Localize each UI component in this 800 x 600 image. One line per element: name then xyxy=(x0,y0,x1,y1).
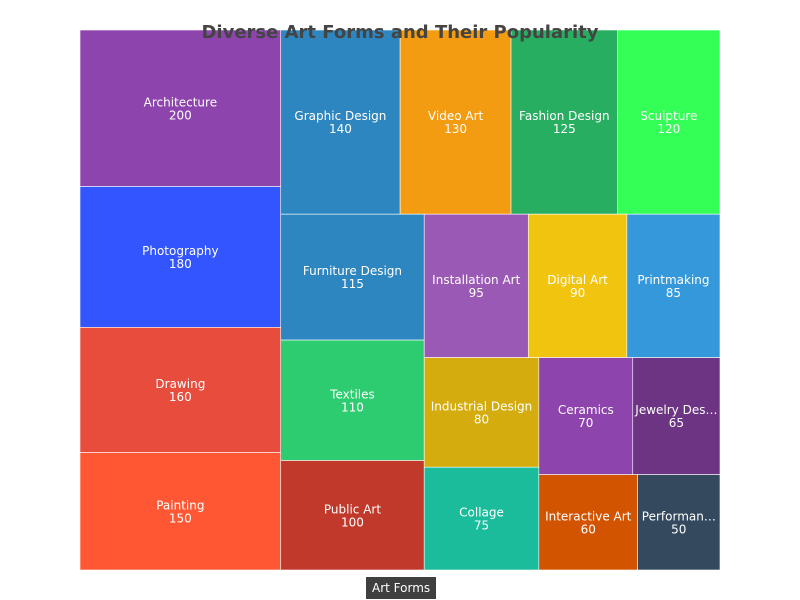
treemap-cell-jewelry-design[interactable]: Jewelry Des…65 xyxy=(632,357,721,475)
treemap-value: 115 xyxy=(341,277,364,291)
treemap-label: Photography xyxy=(142,244,218,258)
treemap-value: 120 xyxy=(657,122,680,136)
treemap-rect[interactable] xyxy=(632,357,721,475)
treemap-cells: Architecture200Photography180Drawing160P… xyxy=(79,29,721,571)
treemap-value: 75 xyxy=(474,519,489,533)
treemap-rect[interactable] xyxy=(280,29,401,215)
treemap-rect[interactable] xyxy=(423,357,540,468)
treemap-label: Architecture xyxy=(144,95,217,109)
treemap-value: 70 xyxy=(578,416,593,430)
treemap-rect[interactable] xyxy=(637,474,721,571)
treemap-label: Printmaking xyxy=(637,273,709,287)
treemap-value: 150 xyxy=(169,511,192,525)
treemap-rect[interactable] xyxy=(399,29,512,215)
chart-title: Diverse Art Forms and Their Popularity xyxy=(201,22,598,43)
treemap-rect[interactable] xyxy=(510,29,618,215)
treemap-label: Graphic Design xyxy=(294,109,386,123)
treemap-value: 100 xyxy=(341,515,364,529)
treemap-rect[interactable] xyxy=(79,186,282,328)
treemap-label: Video Art xyxy=(428,109,484,123)
treemap-label: Fashion Design xyxy=(519,109,610,123)
treemap-label: Ceramics xyxy=(558,403,614,417)
treemap-rect[interactable] xyxy=(79,29,282,187)
treemap-value: 95 xyxy=(469,286,484,300)
treemap-label: Public Art xyxy=(324,502,381,516)
treemap-label: Drawing xyxy=(155,377,205,391)
treemap-rect[interactable] xyxy=(423,213,529,358)
treemap-rect[interactable] xyxy=(617,29,721,215)
treemap-value: 50 xyxy=(671,522,686,536)
treemap-label: Painting xyxy=(156,498,204,512)
treemap-value: 85 xyxy=(666,286,681,300)
treemap-label: Digital Art xyxy=(547,273,608,287)
treemap-label: Jewelry Des… xyxy=(634,403,717,417)
treemap-value: 90 xyxy=(570,286,585,300)
treemap-label: Industrial Design xyxy=(431,399,533,413)
treemap-value: 130 xyxy=(444,122,467,136)
treemap-rect[interactable] xyxy=(538,474,638,571)
root-breadcrumb[interactable]: Art Forms xyxy=(366,577,437,599)
treemap-value: 125 xyxy=(553,122,576,136)
treemap-rect[interactable] xyxy=(423,466,540,571)
treemap-label: Collage xyxy=(459,506,504,520)
treemap-label: Textiles xyxy=(329,387,375,401)
treemap-rect[interactable] xyxy=(527,213,628,358)
treemap-value: 140 xyxy=(329,122,352,136)
treemap-rect[interactable] xyxy=(538,357,634,475)
treemap-label: Furniture Design xyxy=(303,264,402,278)
treemap-value: 65 xyxy=(669,416,684,430)
treemap-value: 80 xyxy=(474,412,489,426)
treemap-rect[interactable] xyxy=(626,213,721,358)
treemap-cell-performance-art[interactable]: Performan…50 xyxy=(637,474,721,571)
treemap-rect[interactable] xyxy=(280,339,425,461)
treemap-label: Interactive Art xyxy=(545,509,632,523)
treemap-value: 160 xyxy=(169,390,192,404)
treemap-rect[interactable] xyxy=(79,327,282,453)
treemap-value: 60 xyxy=(581,522,596,536)
treemap-value: 110 xyxy=(341,400,364,414)
treemap-label: Installation Art xyxy=(432,273,520,287)
treemap-value: 180 xyxy=(169,257,192,271)
treemap-value: 200 xyxy=(169,108,192,122)
treemap-rect[interactable] xyxy=(79,452,282,571)
treemap-label: Performan… xyxy=(642,509,716,523)
treemap-label: Sculpture xyxy=(640,109,697,123)
